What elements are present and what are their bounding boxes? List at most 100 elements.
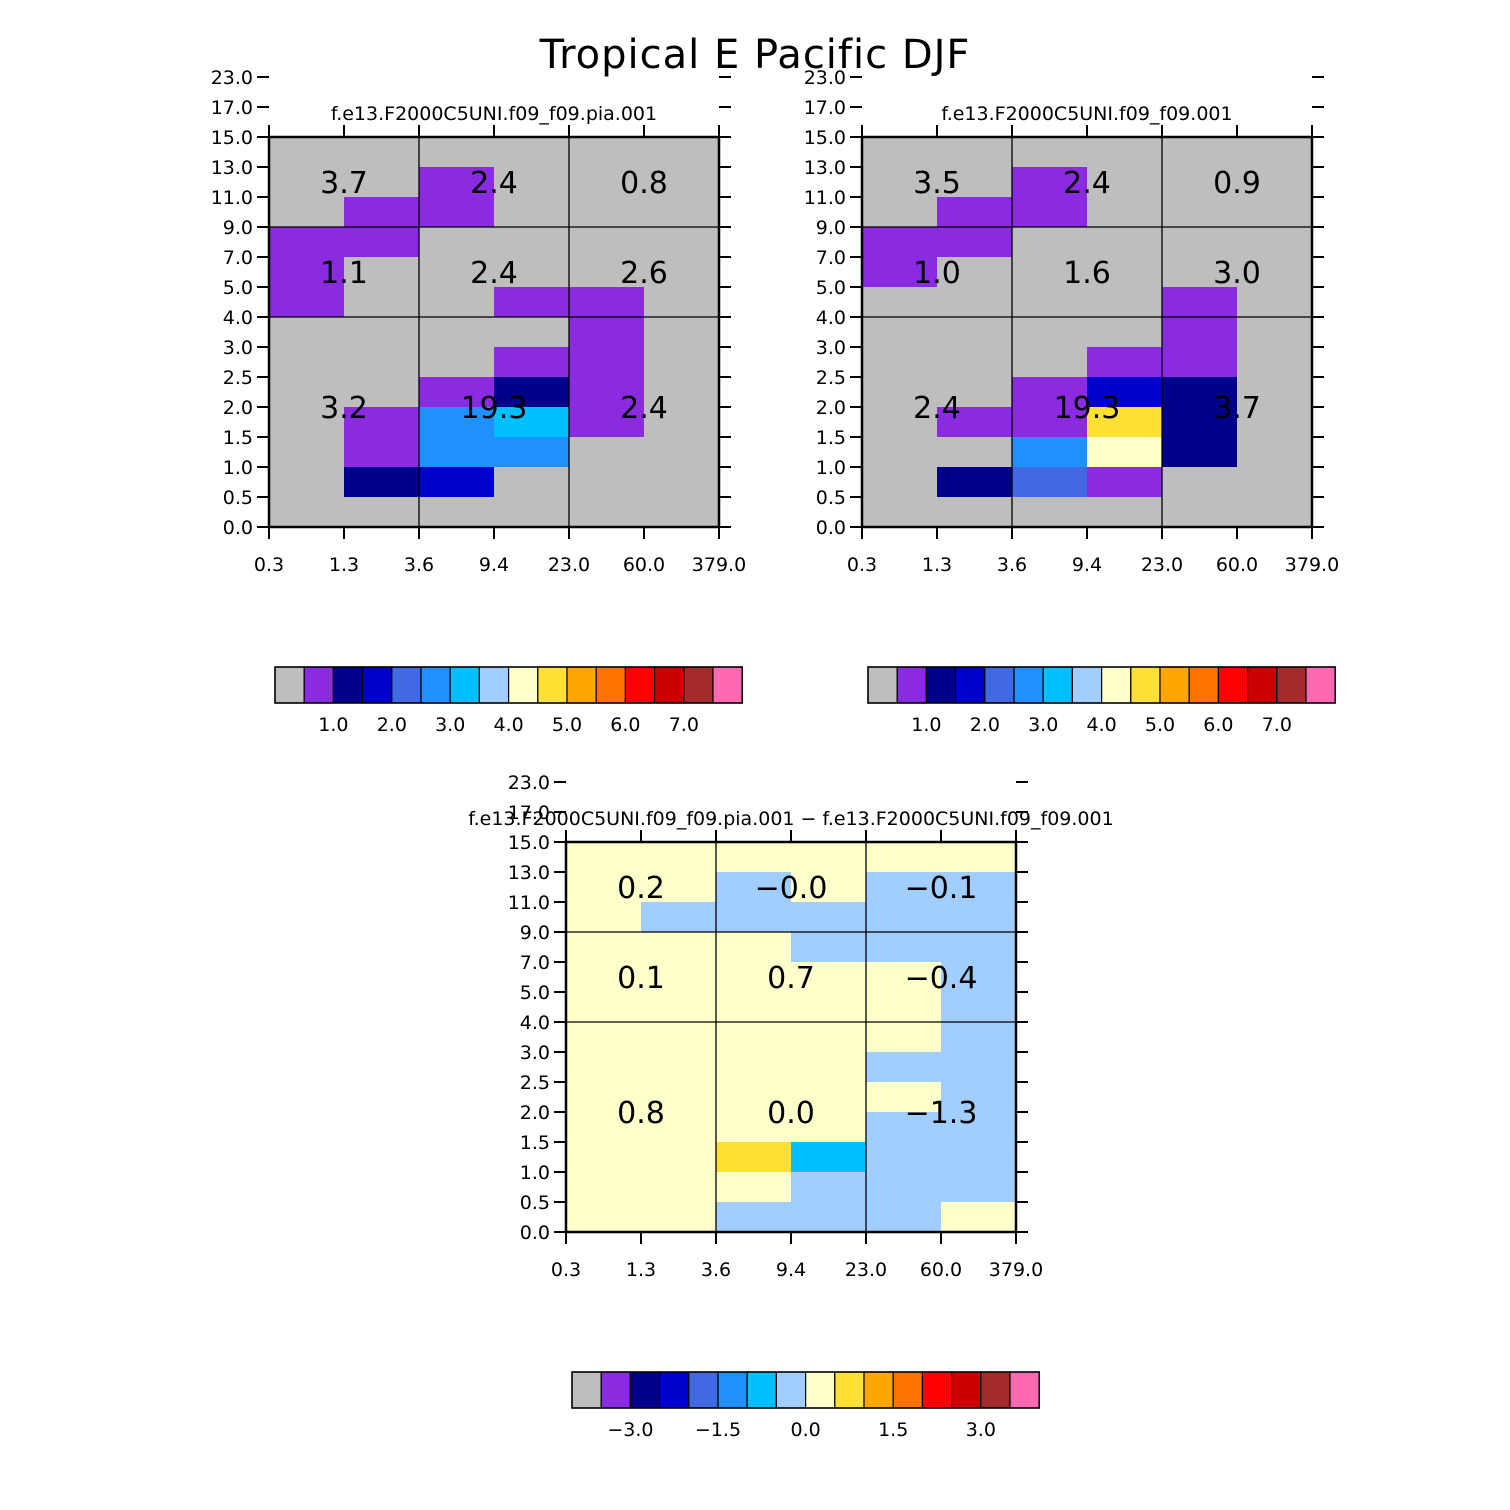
heatmap-cell: [569, 317, 645, 348]
heatmap-cell: [1162, 377, 1238, 408]
x-tick-label: 1.3: [922, 554, 952, 576]
y-tick-label: 2.0: [520, 1102, 550, 1124]
heatmap-cell: [644, 317, 720, 348]
heatmap-cell: [641, 1142, 717, 1173]
heatmap-cell: [566, 1052, 642, 1083]
heatmap-cell: [1162, 317, 1238, 348]
heatmap-cell: [419, 137, 495, 168]
box-value-label: 0.8: [617, 1096, 665, 1131]
heatmap-cell: [716, 1202, 792, 1233]
y-tick-label: 9.0: [520, 922, 550, 944]
heatmap-cell: [862, 407, 938, 438]
colorbar-tick-label: 5.0: [1145, 714, 1175, 736]
y-tick-label: 2.5: [520, 1072, 550, 1094]
heatmap-cell: [566, 1202, 642, 1233]
heatmap-cell: [1012, 377, 1088, 408]
heatmap-cell: [1012, 287, 1088, 318]
colorbar-swatch: [537, 666, 568, 704]
heatmap-cell: [716, 1052, 792, 1083]
figure-title: Tropical E Pacific DJF: [539, 32, 971, 78]
y-tick-label: 1.5: [816, 427, 846, 449]
box-value-label: 0.2: [617, 871, 665, 906]
box-value-label: 3.0: [1213, 256, 1261, 291]
heatmap-cell: [494, 437, 570, 468]
heatmap-cell: [937, 467, 1013, 498]
heatmap-cell: [641, 1052, 717, 1083]
colorbar-swatch: [1042, 666, 1073, 704]
x-tick-label: 379.0: [1285, 554, 1339, 576]
colorbar-swatch: [950, 1371, 982, 1409]
heatmap-cell: [1012, 227, 1088, 258]
panel-difference: f.e13.F2000C5UNI.f09_f09.pia.001 − f.e13…: [468, 772, 1113, 1441]
heatmap-cell: [344, 407, 420, 438]
heatmap-cell: [494, 227, 570, 258]
y-tick-label: 0.5: [520, 1192, 550, 1214]
y-tick-label: 11.0: [508, 892, 550, 914]
heatmap-cell: [569, 167, 645, 198]
heatmap-cell: [791, 1082, 867, 1113]
heatmap-cell: [419, 317, 495, 348]
colorbar-swatch: [600, 1371, 632, 1409]
heatmap-cell: [344, 197, 420, 228]
heatmap-cell: [1162, 347, 1238, 378]
heatmap-cell: [937, 437, 1013, 468]
heatmap-cell: [716, 842, 792, 873]
colorbar-tick-label: 6.0: [610, 714, 640, 736]
heatmap-cell: [644, 407, 720, 438]
x-tick-label: 1.3: [329, 554, 359, 576]
heatmap-cell: [344, 467, 420, 498]
heatmap-cell: [641, 1202, 717, 1233]
heatmap-cell: [791, 1142, 867, 1173]
heatmap-cell: [1237, 467, 1313, 498]
x-tick-label: 0.3: [254, 554, 284, 576]
box-value-label: 0.7: [767, 961, 815, 996]
heatmap-cell: [419, 497, 495, 528]
heatmap-cell: [566, 932, 642, 963]
heatmap-cell: [716, 1112, 792, 1143]
heatmap-cell: [641, 1022, 717, 1053]
box-value-label: 0.0: [767, 1096, 815, 1131]
colorbar-swatch: [984, 666, 1015, 704]
x-tick-label: 1.3: [626, 1259, 656, 1281]
heatmap-cell: [1237, 257, 1313, 288]
heatmap-cell: [937, 407, 1013, 438]
heatmap-cell: [269, 227, 345, 258]
heatmap-cell: [494, 287, 570, 318]
colorbar-swatch: [1188, 666, 1219, 704]
panel-title: f.e13.F2000C5UNI.f09_f09.pia.001 − f.e13…: [468, 808, 1113, 830]
box-value-label: 0.1: [617, 961, 665, 996]
x-tick-label: 3.6: [404, 554, 434, 576]
y-tick-label: 7.0: [816, 247, 846, 269]
heatmap-cell: [941, 1022, 1017, 1053]
heatmap-cell: [937, 317, 1013, 348]
heatmap-cell: [866, 1172, 942, 1203]
x-tick-label: 60.0: [920, 1259, 962, 1281]
heatmap-cell: [269, 257, 345, 288]
x-tick-label: 0.3: [551, 1259, 581, 1281]
heatmap-cell: [1162, 257, 1238, 288]
heatmap-cell: [1012, 407, 1088, 438]
heatmap-cell: [419, 287, 495, 318]
heatmap-cell: [269, 347, 345, 378]
box-value-label: 0.9: [1213, 166, 1261, 201]
box-value-label: −0.1: [905, 871, 978, 906]
heatmap-cell: [941, 1112, 1017, 1143]
box-value-label: 2.4: [913, 391, 961, 426]
y-tick-label: 4.0: [816, 307, 846, 329]
heatmap-cell: [494, 167, 570, 198]
heatmap-cell: [941, 1082, 1017, 1113]
colorbar-swatch: [954, 666, 986, 704]
panel-title: f.e13.F2000C5UNI.f09_f09.pia.001: [331, 103, 657, 125]
heatmap-cell: [791, 842, 867, 873]
heatmap-cell: [791, 1022, 867, 1053]
colorbar-swatch: [867, 666, 898, 704]
y-tick-label: 3.0: [223, 337, 253, 359]
colorbar-swatch: [834, 1371, 865, 1409]
heatmap-cell: [1162, 197, 1238, 228]
heatmap-cell: [566, 902, 642, 933]
heatmap-cell: [1162, 467, 1238, 498]
colorbar-swatch: [688, 1371, 719, 1409]
y-tick-label: 9.0: [223, 217, 253, 239]
heatmap-cell: [644, 227, 720, 258]
heatmap-cell: [566, 1022, 642, 1053]
